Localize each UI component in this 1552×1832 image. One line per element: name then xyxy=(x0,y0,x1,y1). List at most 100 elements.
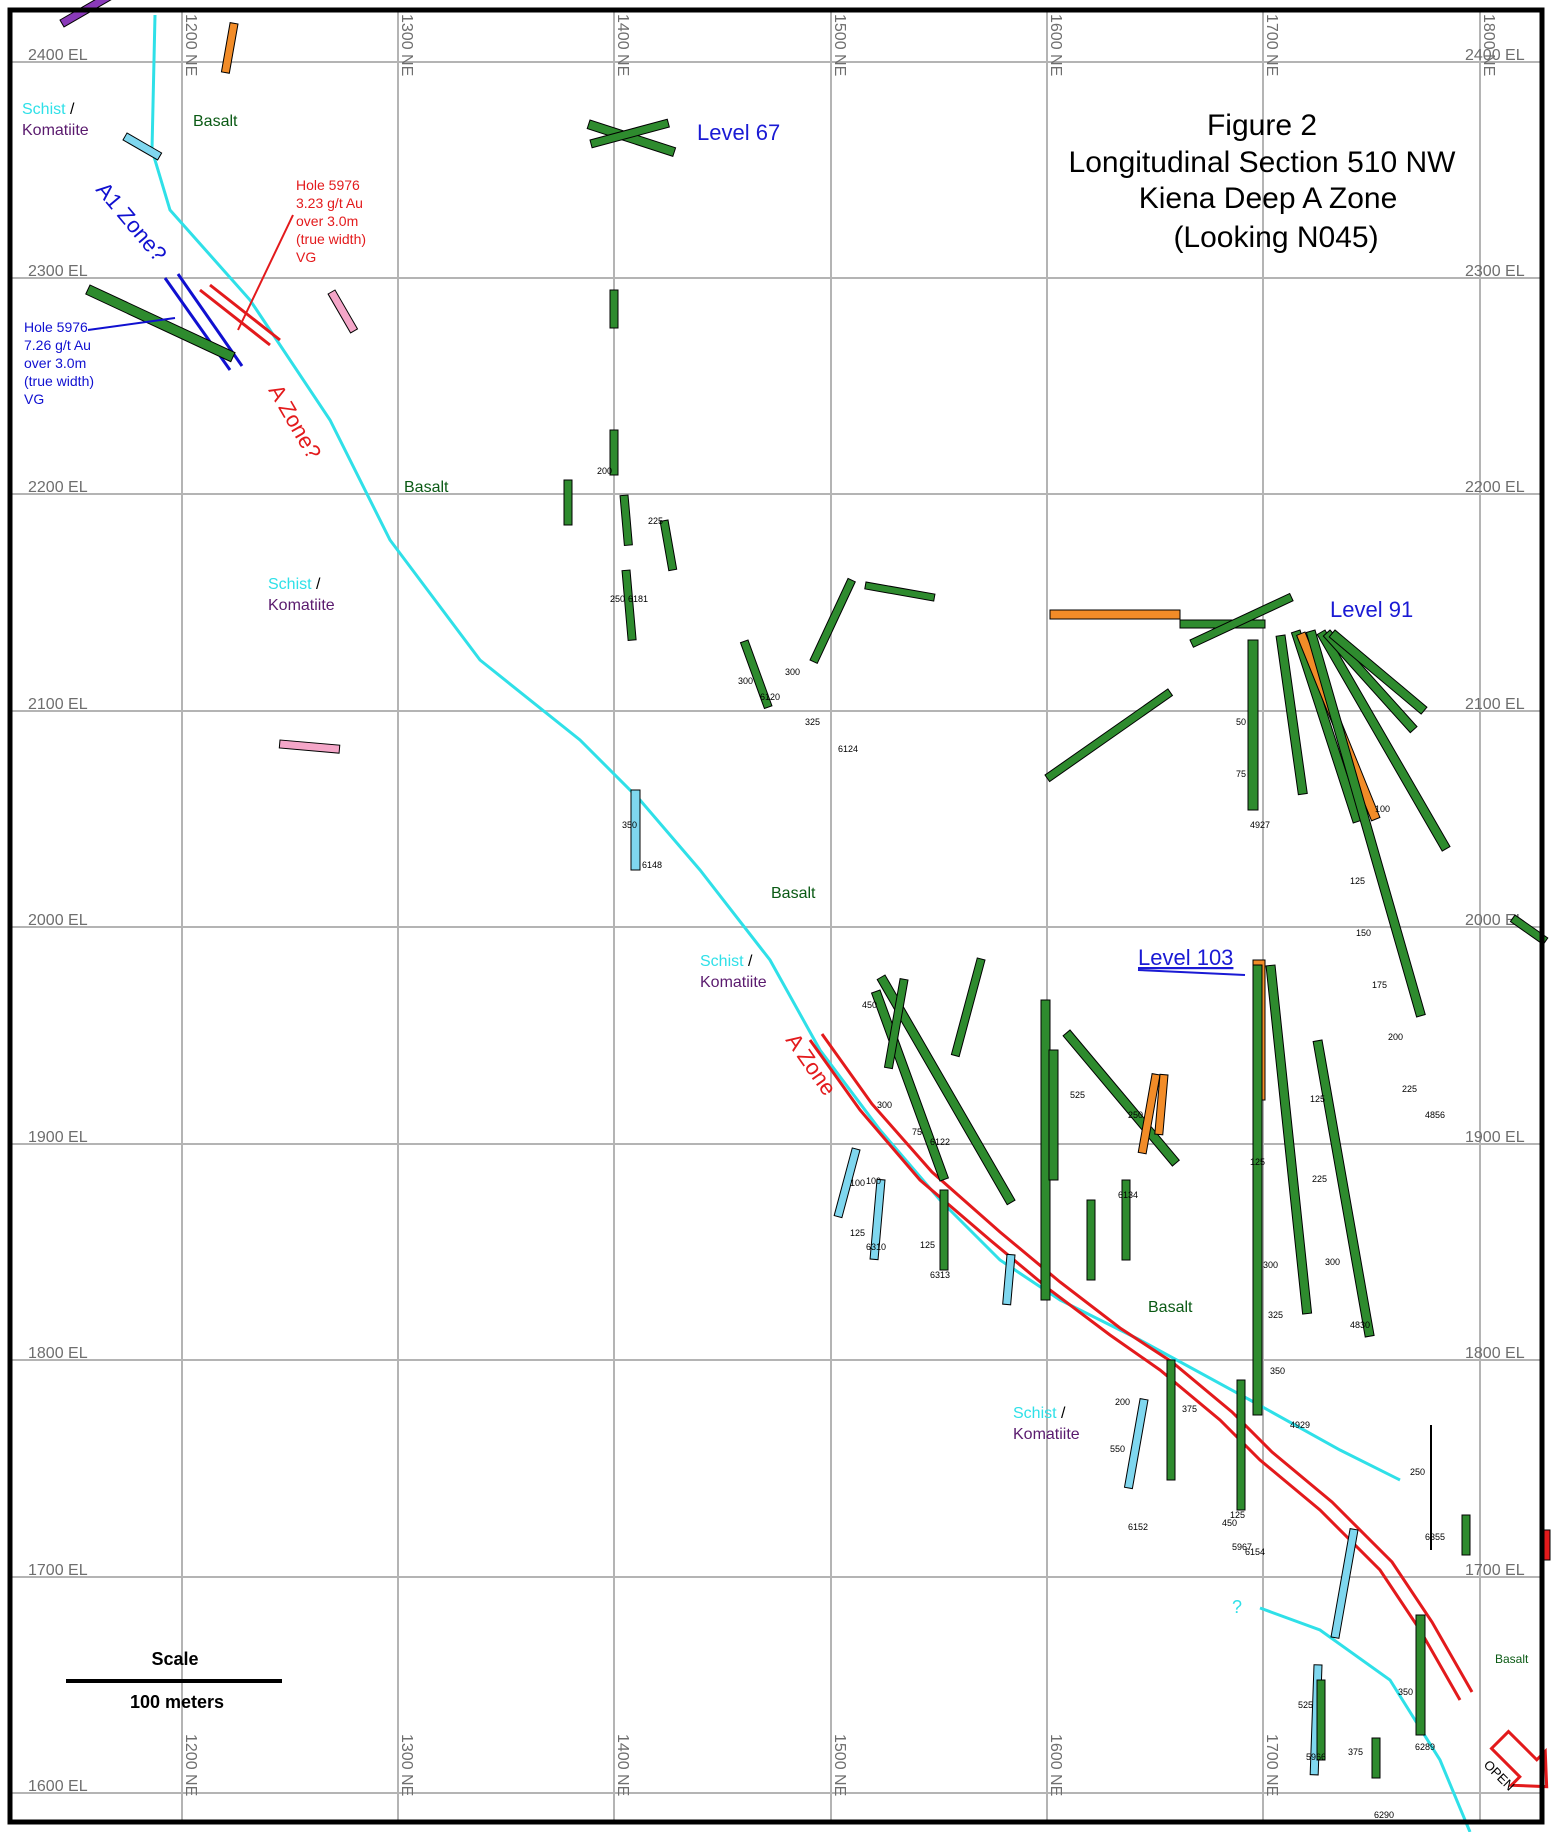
drill-hole-depth: 125 xyxy=(1350,876,1365,886)
level-67-label: Level 67 xyxy=(697,120,780,145)
drill-hole-depth: 50 xyxy=(1236,717,1246,727)
ne-label-bottom: 1400 NE xyxy=(614,1734,631,1796)
drill-hole-depth: 250 xyxy=(1410,1467,1425,1477)
drill-hole-depth: 125 xyxy=(1230,1510,1245,1520)
drill-hole-depth: 300 xyxy=(1263,1260,1278,1270)
drill-hole-trace xyxy=(327,289,359,334)
drill-hole-trace xyxy=(1044,688,1174,783)
drill-hole-depth: 300 xyxy=(1325,1257,1340,1267)
ne-label-bottom: 1500 NE xyxy=(831,1734,848,1796)
komatiite-label: Komatiite xyxy=(1013,1426,1080,1443)
drill-hole-depth: 75 xyxy=(1236,769,1246,779)
drill-hole-depth: 375 xyxy=(1348,1747,1363,1757)
el-label-left: 1600 EL xyxy=(28,1778,88,1795)
drill-hole-depth: 350 xyxy=(1270,1366,1285,1376)
drill-hole-trace xyxy=(739,639,773,710)
drill-hole-depth: 100 xyxy=(866,1176,881,1186)
drill-hole-trace xyxy=(1371,1737,1381,1779)
drill-hole-trace xyxy=(833,1147,861,1219)
drill-hole-trace xyxy=(869,1178,886,1261)
drill-hole-trace xyxy=(1330,1528,1359,1639)
ne-label-bottom: 1700 NE xyxy=(1263,1734,1280,1796)
drill-hole-depth: 100 xyxy=(850,1178,865,1188)
drill-hole-trace xyxy=(939,1189,949,1271)
scale-value: 100 meters xyxy=(130,1692,224,1712)
drill-hole-trace xyxy=(621,569,637,641)
drill-hole-trace xyxy=(122,132,163,161)
drill-hole-trace xyxy=(630,789,641,871)
drill-hole-id: 6122 xyxy=(930,1137,950,1147)
callout-line: VG xyxy=(24,391,44,407)
level-91-label: Level 91 xyxy=(1330,597,1413,622)
ne-label-bottom: 1300 NE xyxy=(398,1734,415,1796)
drill-hole-depth: 175 xyxy=(1372,980,1387,990)
drill-hole-depth: 125 xyxy=(850,1228,865,1238)
ne-label-top: 1600 NE xyxy=(1047,14,1064,76)
callout-line: Hole 5976 xyxy=(296,177,360,193)
el-label-left: 2400 EL xyxy=(28,47,88,64)
schist-label: Schist / xyxy=(268,576,321,593)
drill-hole-trace xyxy=(1048,1049,1059,1181)
drill-hole-depth: 225 xyxy=(648,516,663,526)
drill-hole-depth: 250 xyxy=(1128,1110,1143,1120)
drill-hole-id: 4929 xyxy=(1290,1420,1310,1430)
ne-label-bottom: 1200 NE xyxy=(182,1734,199,1796)
drill-hole-trace xyxy=(883,978,909,1070)
ne-label-top: 1400 NE xyxy=(614,14,631,76)
el-label-left: 1700 EL xyxy=(28,1562,88,1579)
drill-hole-depth: 300 xyxy=(738,676,753,686)
drill-hole-trace xyxy=(1189,592,1294,648)
schist-label: Schist / xyxy=(1013,1405,1066,1422)
scale-title: Scale xyxy=(151,1649,198,1669)
basalt-label: Basalt xyxy=(1148,1299,1193,1316)
drill-hole-depth: 225 xyxy=(1312,1174,1327,1184)
drill-hole-trace xyxy=(609,429,619,476)
drill-hole-trace xyxy=(1166,1359,1176,1481)
drill-hole-depth: 200 xyxy=(597,466,612,476)
drill-hole-trace xyxy=(1252,964,1263,1416)
basalt-label: Basalt xyxy=(771,885,816,902)
drill-hole-id: 6152 xyxy=(1128,1522,1148,1532)
drill-hole-depth: 350 xyxy=(622,820,637,830)
drill-hole-id: 4830 xyxy=(1350,1320,1370,1330)
a-zone-outline xyxy=(199,283,1474,1701)
callout-hole-5976-red: Hole 5976 3.23 g/t Au over 3.0m (true wi… xyxy=(296,177,366,265)
drill-hole-trace xyxy=(1312,1039,1375,1338)
drill-hole-trace xyxy=(1002,1253,1016,1306)
drill-hole-trace xyxy=(876,974,1016,1206)
drill-hole-id: 6134 xyxy=(1118,1190,1138,1200)
drill-hole-id: 5966 xyxy=(1306,1752,1326,1762)
callout-line: Hole 5976 xyxy=(24,319,88,335)
drill-hole-trace xyxy=(589,118,670,149)
callout-line: 7.26 g/t Au xyxy=(24,337,91,353)
a-zone-line xyxy=(209,283,1474,1693)
komatiite-label: Komatiite xyxy=(22,122,89,139)
el-label-left: 2100 EL xyxy=(28,696,88,713)
drill-hole-depth: 250 xyxy=(610,594,625,604)
level-103-leader xyxy=(1137,969,1246,976)
el-label-right: 2000 EL xyxy=(1465,912,1525,929)
ne-label-bottom: 1600 NE xyxy=(1047,1734,1064,1796)
el-label-left: 2300 EL xyxy=(28,263,88,280)
ne-label-top: 1500 NE xyxy=(831,14,848,76)
drill-hole-depth: 325 xyxy=(1268,1310,1283,1320)
drill-holes xyxy=(59,0,1551,1779)
el-label-left: 1900 EL xyxy=(28,1129,88,1146)
drill-hole-id: 6124 xyxy=(838,744,858,754)
ne-label-top: 1700 NE xyxy=(1263,14,1280,76)
callout-line: (true width) xyxy=(24,373,94,389)
ne-label-top: 1800 NE xyxy=(1480,14,1497,76)
scale-bar: Scale 100 meters xyxy=(66,1649,282,1712)
question-mark-label: ? xyxy=(1232,1597,1242,1617)
el-label-left: 1800 EL xyxy=(28,1345,88,1362)
drill-hole-trace xyxy=(1316,1679,1326,1761)
figure-title: Figure 2 Longitudinal Section 510 NW Kie… xyxy=(1069,109,1457,254)
drill-hole-id: 6148 xyxy=(642,860,662,870)
drill-hole-depth: 125 xyxy=(920,1240,935,1250)
callout-line: 3.23 g/t Au xyxy=(296,195,363,211)
drill-hole-id: 6181 xyxy=(628,594,648,604)
callout-leader-blue xyxy=(87,317,176,331)
drill-hole-id: 6154 xyxy=(1245,1547,1265,1557)
drill-hole-id: 6289 xyxy=(1415,1742,1435,1752)
